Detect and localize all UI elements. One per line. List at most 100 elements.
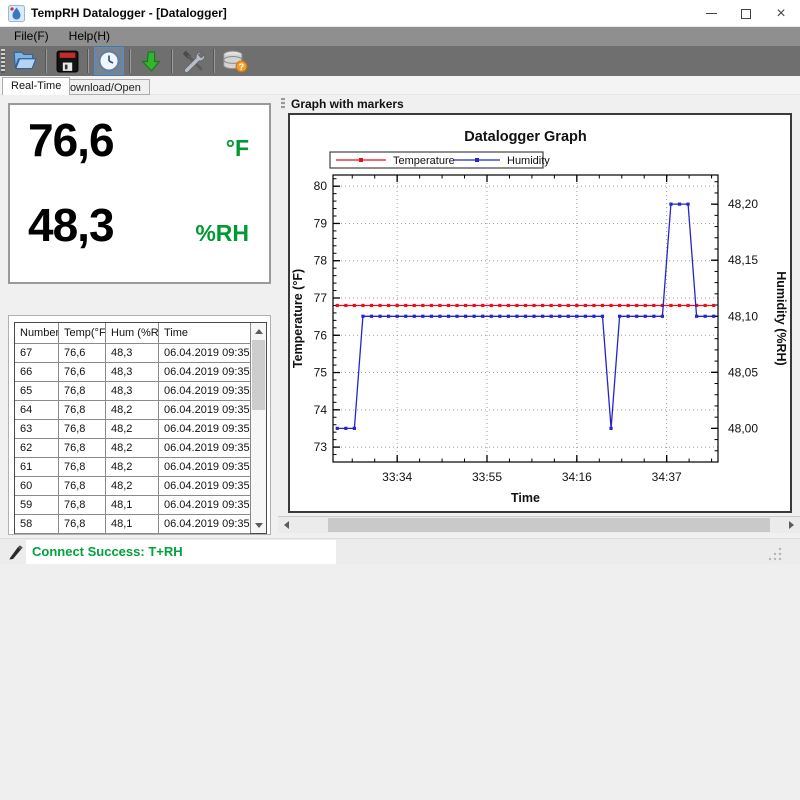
table-header-row: Number Temp(°F) Hum (%RH) Time	[15, 323, 250, 344]
table-row[interactable]: 6776,648,306.04.2019 09:35:31	[15, 344, 250, 363]
table-cell: 64	[15, 401, 59, 419]
toolbar-separator	[129, 49, 131, 73]
open-folder-icon	[12, 48, 38, 74]
table-row[interactable]: 6376,848,206.04.2019 09:35:23	[15, 420, 250, 439]
svg-text:34:16: 34:16	[562, 470, 592, 484]
open-folder-button[interactable]	[10, 47, 40, 75]
table-cell: 76,8	[59, 401, 106, 419]
col-header-temp[interactable]: Temp(°F)	[59, 323, 106, 343]
current-readings-panel: 76,6 °F 48,3 %RH	[8, 103, 271, 284]
table-cell: 76,6	[59, 363, 106, 381]
svg-text:33:55: 33:55	[472, 470, 502, 484]
table-cell: 48,1	[106, 496, 159, 514]
resize-grip-icon[interactable]	[768, 547, 782, 561]
scroll-up-button[interactable]	[251, 323, 266, 339]
database-help-button[interactable]: ?	[220, 47, 250, 75]
minimize-icon	[706, 13, 717, 14]
svg-text:48,05: 48,05	[728, 365, 758, 379]
table-row[interactable]: 5876,848,106.04.2019 09:35:12	[15, 515, 250, 534]
toolbar-grip[interactable]	[1, 49, 5, 73]
clock-icon	[97, 49, 121, 73]
minimize-button[interactable]	[694, 0, 728, 27]
tools-icon	[180, 48, 206, 74]
chart-horizontal-scrollbar[interactable]	[278, 516, 800, 533]
graph-panel: Graph with markers 33:3433:5534:1634:377…	[278, 95, 800, 538]
scroll-left-button[interactable]	[278, 517, 295, 533]
tab-real-time[interactable]: Real-Time	[2, 77, 70, 95]
save-button[interactable]	[52, 47, 82, 75]
table-cell: 76,6	[59, 344, 106, 362]
table-cell: 06.04.2019 09:35:29	[159, 363, 250, 381]
download-button[interactable]	[136, 47, 166, 75]
svg-text:74: 74	[314, 403, 328, 417]
col-header-hum[interactable]: Hum (%RH)	[106, 323, 159, 343]
table-cell: 06.04.2019 09:35:16	[159, 477, 250, 495]
toolbar: ?	[0, 46, 800, 76]
table-row[interactable]: 6576,848,306.04.2019 09:35:27	[15, 382, 250, 401]
chevron-right-icon	[789, 521, 794, 529]
col-header-time[interactable]: Time	[159, 323, 250, 343]
table-cell: 48,3	[106, 382, 159, 400]
table-row[interactable]: 6076,848,206.04.2019 09:35:16	[15, 477, 250, 496]
table-cell: 76,8	[59, 420, 106, 438]
svg-text:79: 79	[314, 216, 328, 230]
menu-help[interactable]: Help(H)	[59, 27, 120, 46]
table-cell: 06.04.2019 09:35:31	[159, 344, 250, 362]
svg-text:80: 80	[314, 179, 328, 193]
table-row[interactable]: 6276,848,206.04.2019 09:35:21	[15, 439, 250, 458]
svg-text:48,00: 48,00	[728, 421, 758, 435]
table-cell: 62	[15, 439, 59, 457]
table-vertical-scrollbar[interactable]	[250, 323, 266, 533]
table-cell: 06.04.2019 09:35:23	[159, 420, 250, 438]
chart-frame: 33:3433:5534:1634:37737475767778798048,0…	[288, 113, 792, 513]
close-button[interactable]: ×	[764, 0, 798, 27]
table-row[interactable]: 6676,648,306.04.2019 09:35:29	[15, 363, 250, 382]
realtime-clock-button[interactable]	[94, 47, 124, 75]
col-header-number[interactable]: Number	[15, 323, 59, 343]
svg-text:73: 73	[314, 440, 328, 454]
connection-pen-icon	[8, 544, 24, 560]
table-row[interactable]: 5976,848,106.04.2019 09:35:14	[15, 496, 250, 515]
tab-bar: Real-Time Download/Open	[0, 76, 800, 95]
svg-text:Temperature (°F): Temperature (°F)	[291, 269, 305, 368]
log-table-panel: Number Temp(°F) Hum (%RH) Time 6776,648,…	[8, 315, 271, 535]
table-row[interactable]: 6476,848,206.04.2019 09:35:25	[15, 401, 250, 420]
graph-panel-header: Graph with markers	[278, 95, 404, 113]
table-cell: 76,8	[59, 496, 106, 514]
table-cell: 06.04.2019 09:35:27	[159, 382, 250, 400]
svg-text:78: 78	[314, 254, 328, 268]
menu-file[interactable]: File(F)	[4, 27, 59, 46]
scroll-right-button[interactable]	[783, 517, 800, 533]
download-arrow-icon	[139, 49, 164, 74]
maximize-button[interactable]	[729, 0, 763, 27]
table-cell: 61	[15, 458, 59, 476]
app-logo-icon	[8, 5, 25, 22]
table-cell: 76,8	[59, 515, 106, 533]
table-row[interactable]: 6176,848,206.04.2019 09:35:18	[15, 458, 250, 477]
svg-text:48,20: 48,20	[728, 197, 758, 211]
panel-grip[interactable]	[281, 98, 285, 110]
status-bar: Connect Success: T+RH	[0, 538, 800, 564]
table-cell: 06.04.2019 09:35:18	[159, 458, 250, 476]
scrollbar-thumb[interactable]	[328, 518, 770, 532]
save-floppy-icon	[55, 49, 80, 74]
table-cell: 48,2	[106, 439, 159, 457]
toolbar-separator	[213, 49, 215, 73]
maximize-icon	[741, 9, 751, 19]
scroll-down-button[interactable]	[251, 517, 266, 533]
table-cell: 76,8	[59, 477, 106, 495]
settings-button[interactable]	[178, 47, 208, 75]
table-cell: 06.04.2019 09:35:12	[159, 515, 250, 533]
table-cell: 76,8	[59, 439, 106, 457]
svg-text:76: 76	[314, 328, 328, 342]
status-message: Connect Success: T+RH	[32, 544, 183, 559]
table-cell: 48,3	[106, 363, 159, 381]
chevron-up-icon	[255, 329, 263, 334]
scrollbar-thumb[interactable]	[252, 340, 265, 410]
svg-text:Time: Time	[511, 491, 540, 505]
table-cell: 48,2	[106, 420, 159, 438]
status-message-area: Connect Success: T+RH	[26, 540, 336, 564]
app-window: TempRH Datalogger - [Datalogger] × File(…	[0, 0, 800, 800]
svg-text:Humidity: Humidity	[507, 155, 550, 167]
svg-text:77: 77	[314, 291, 328, 305]
